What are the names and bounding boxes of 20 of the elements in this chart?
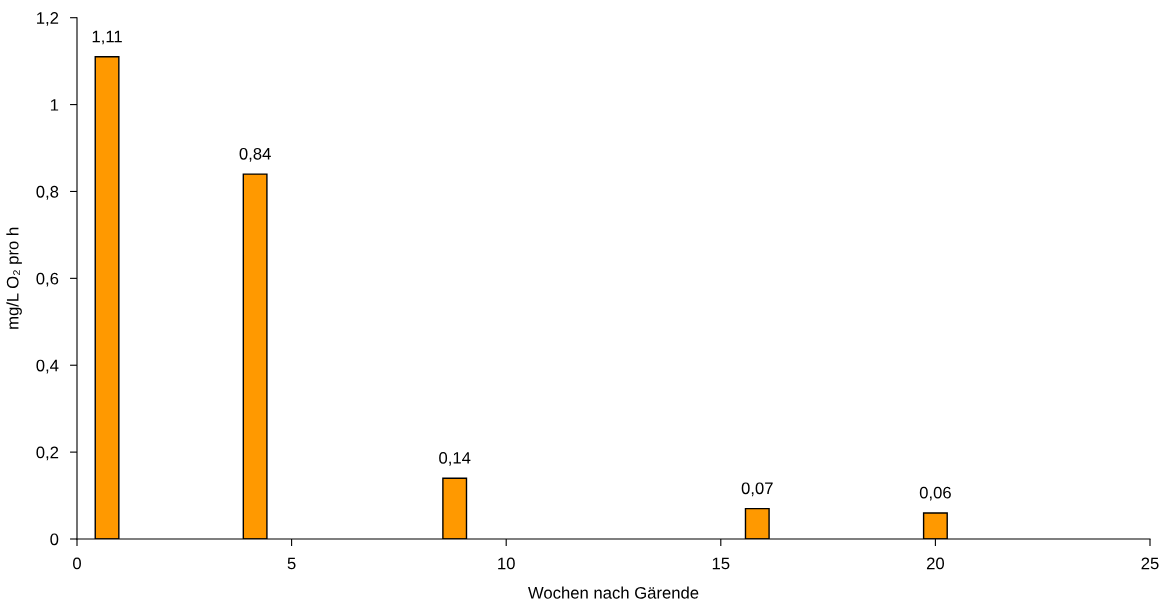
x-tick-label: 0 xyxy=(73,557,81,570)
data-label: 1,11 xyxy=(92,30,122,45)
y-tick-label: 0 xyxy=(50,533,59,546)
data-label: 0,14 xyxy=(439,451,471,466)
x-tick-label: 10 xyxy=(498,557,515,570)
y-tick-label: 1,2 xyxy=(37,12,59,26)
x-tick-label: 20 xyxy=(926,557,945,570)
y-tick-label: 0,8 xyxy=(36,185,59,200)
x-tick-label: 15 xyxy=(712,557,730,570)
y-tick-label: 1 xyxy=(50,99,59,111)
y-axis-title: mg/L O₂ pro h xyxy=(6,227,22,329)
y-tick-label: 0,4 xyxy=(36,359,59,374)
x-tick-label: 25 xyxy=(1141,557,1159,570)
x-axis-title: Wochen nach Gärende xyxy=(528,586,699,599)
data-label: 0,07 xyxy=(741,482,773,497)
data-label: 0,84 xyxy=(239,147,271,162)
y-tick-label: 0,6 xyxy=(36,272,59,287)
x-tick-label: 5 xyxy=(287,557,296,570)
y-tick-label: 0,2 xyxy=(36,446,59,461)
data-label: 0,06 xyxy=(919,486,951,501)
